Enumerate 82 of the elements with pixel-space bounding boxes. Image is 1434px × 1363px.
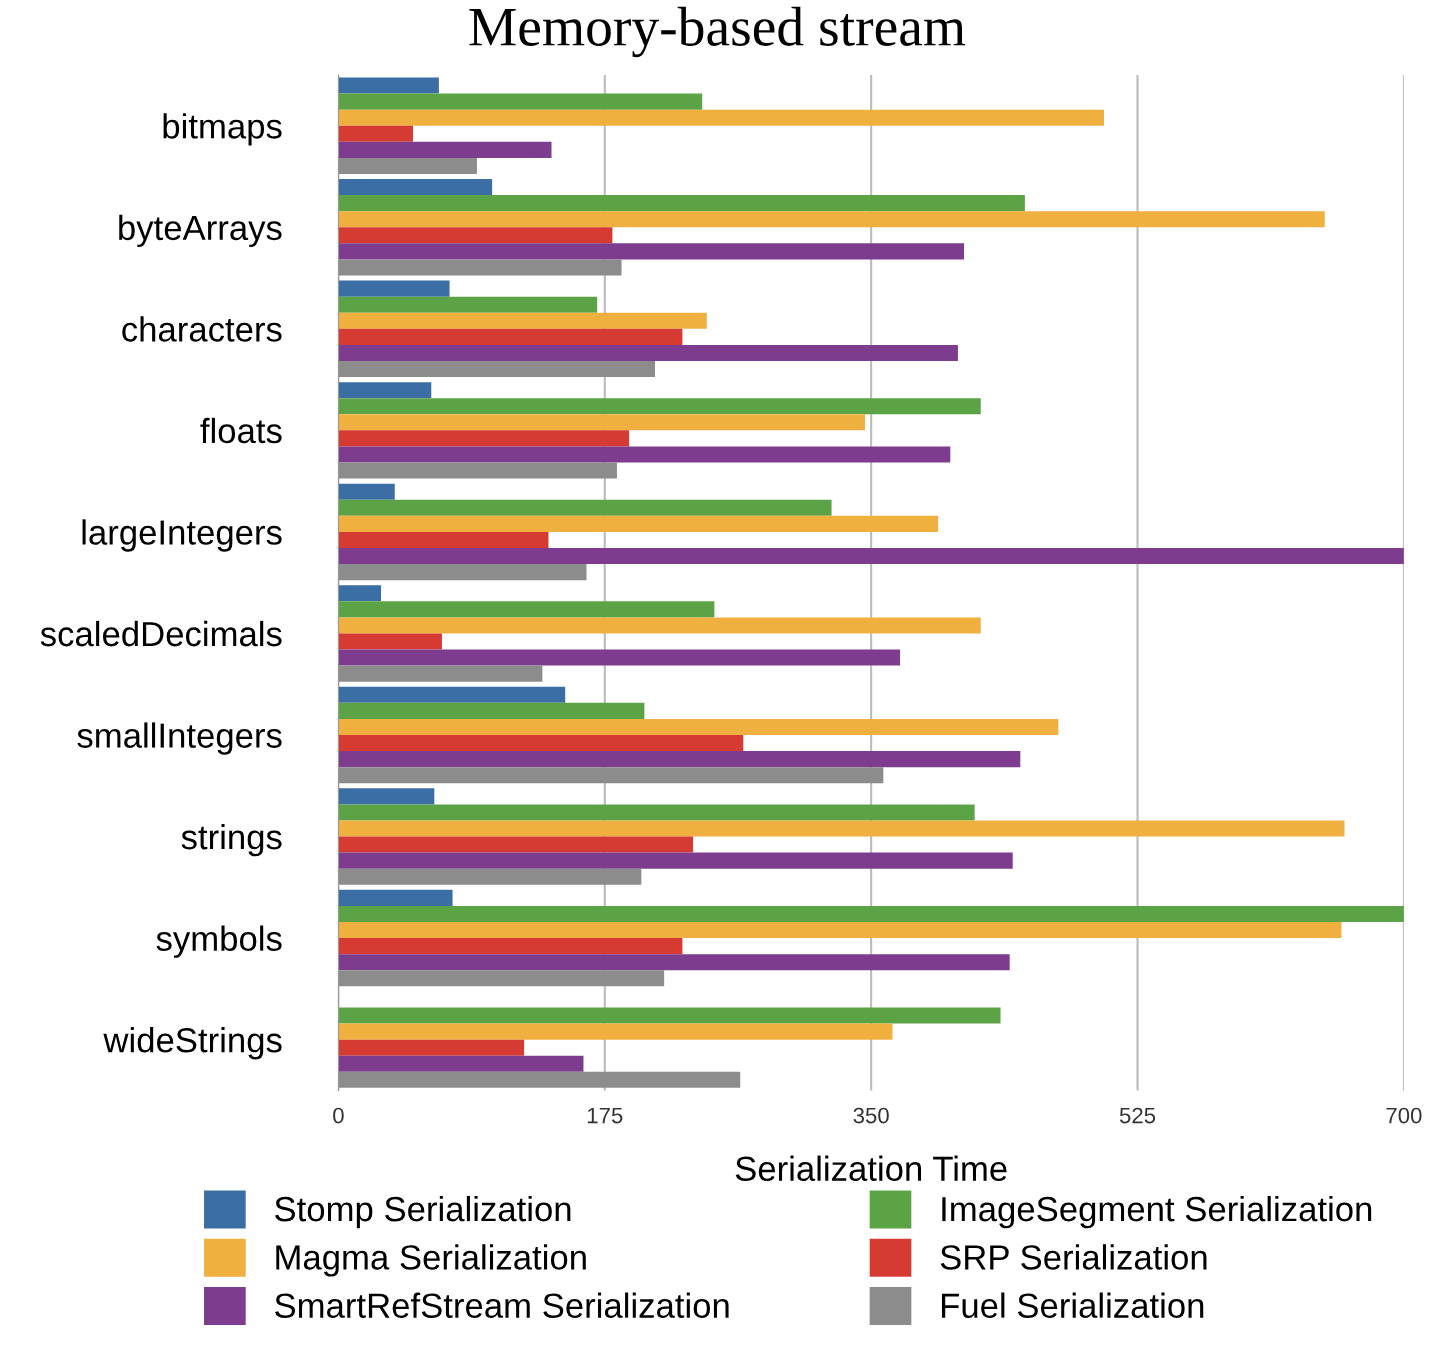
bar bbox=[338, 788, 435, 805]
bar bbox=[338, 718, 1059, 735]
bar bbox=[338, 515, 939, 532]
bar bbox=[338, 954, 1010, 971]
x-tick-label: 0 bbox=[333, 1107, 344, 1124]
chart-title: Memory-based stream bbox=[469, 6, 966, 58]
legend-label: Magma Serialization bbox=[276, 1244, 586, 1277]
bar bbox=[338, 157, 477, 174]
bar bbox=[338, 227, 613, 244]
bar bbox=[338, 280, 450, 297]
y-tick-label: wideStrings bbox=[103, 1027, 282, 1060]
bar bbox=[338, 296, 598, 313]
bar bbox=[338, 179, 493, 196]
y-tick-label: symbols bbox=[156, 925, 282, 958]
bar bbox=[338, 398, 981, 415]
y-tick-label: smallIntegers bbox=[77, 722, 282, 755]
bar bbox=[338, 360, 656, 378]
bar bbox=[338, 195, 1025, 212]
legend-label: ImageSegment Serialization bbox=[942, 1195, 1372, 1229]
legend-label: SmartRefStream Serialization bbox=[275, 1292, 729, 1318]
bar bbox=[338, 702, 645, 719]
y-tick-label: floats bbox=[200, 417, 282, 444]
bar bbox=[338, 905, 1404, 923]
bar bbox=[338, 243, 964, 260]
bar bbox=[338, 483, 395, 500]
bar bbox=[338, 211, 1325, 228]
bar bbox=[338, 1055, 584, 1072]
bar bbox=[338, 499, 832, 516]
y-tick-label: largeIntegers bbox=[82, 519, 282, 552]
bar bbox=[338, 804, 975, 821]
bar bbox=[338, 564, 587, 581]
bar bbox=[338, 446, 951, 463]
bar bbox=[338, 735, 744, 752]
x-axis-title: Serialization Time bbox=[735, 1155, 1007, 1182]
bar bbox=[338, 889, 453, 906]
bar bbox=[338, 970, 665, 987]
bar bbox=[338, 462, 617, 479]
bar bbox=[338, 938, 683, 955]
x-tick-label: 350 bbox=[853, 1107, 889, 1124]
bar bbox=[338, 649, 901, 666]
bar bbox=[338, 922, 1342, 939]
bar bbox=[338, 617, 981, 634]
y-tick-label: bitmaps bbox=[163, 113, 282, 146]
y-tick-label: byteArrays bbox=[119, 214, 282, 248]
bar bbox=[338, 1007, 1001, 1024]
bar bbox=[338, 414, 866, 431]
bar bbox=[338, 1071, 741, 1088]
bar bbox=[338, 852, 1013, 869]
legend-label: Fuel Serialization bbox=[941, 1292, 1204, 1318]
bar bbox=[338, 601, 715, 618]
bar bbox=[338, 312, 707, 329]
bar bbox=[338, 141, 552, 158]
bar bbox=[338, 767, 884, 784]
x-tick-label: 175 bbox=[587, 1107, 623, 1124]
bar bbox=[338, 1023, 893, 1040]
bar bbox=[338, 820, 1345, 837]
legend-label: SRP Serialization bbox=[940, 1244, 1207, 1270]
bar bbox=[338, 109, 1105, 126]
bar bbox=[338, 259, 622, 276]
bar bbox=[338, 547, 1404, 565]
bar bbox=[338, 665, 543, 682]
bar bbox=[338, 93, 703, 110]
bar bbox=[338, 328, 683, 345]
bar bbox=[338, 77, 439, 94]
bar bbox=[338, 633, 442, 650]
bar bbox=[338, 585, 382, 602]
bar bbox=[338, 430, 630, 447]
bar bbox=[338, 751, 1021, 768]
y-tick-label: strings bbox=[181, 823, 282, 857]
bar bbox=[338, 531, 549, 548]
bar bbox=[338, 686, 566, 703]
bar bbox=[338, 836, 694, 853]
y-tick-label: characters bbox=[122, 316, 282, 342]
bar bbox=[338, 382, 432, 399]
bar bbox=[338, 1039, 525, 1056]
bar bbox=[338, 868, 642, 885]
x-tick-label: 700 bbox=[1386, 1107, 1422, 1124]
x-tick-label: 525 bbox=[1119, 1107, 1156, 1124]
bar bbox=[338, 125, 414, 142]
bar bbox=[338, 344, 958, 361]
legend-label: Stomp Serialization bbox=[275, 1195, 571, 1229]
y-tick-label: scaledDecimals bbox=[40, 620, 282, 647]
